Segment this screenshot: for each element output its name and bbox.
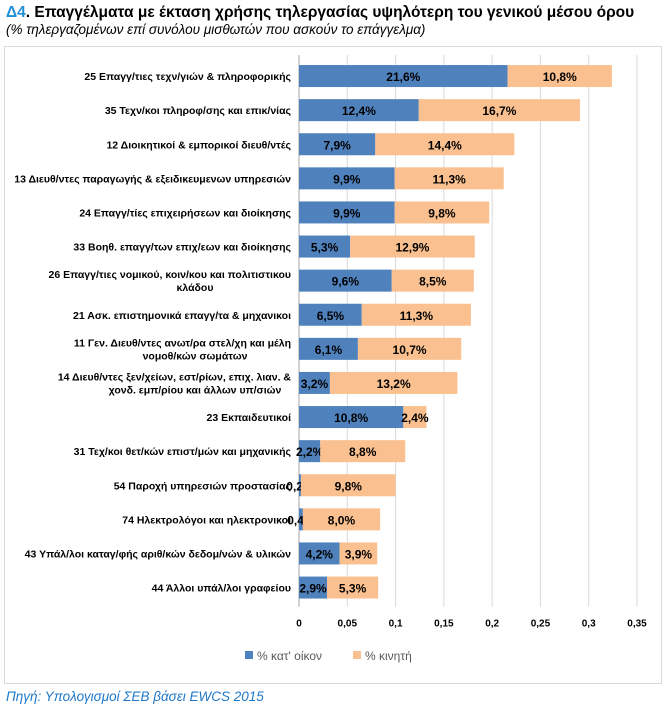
x-tick-label: 0,05 <box>338 619 358 630</box>
bar-segment <box>350 235 475 258</box>
category-label: 21 Ασκ. επιστημονικά επαγγ/τα & μηχανικο… <box>73 310 291 322</box>
bar-segment <box>394 201 490 224</box>
legend-swatch <box>353 651 361 659</box>
x-tick-label: 0,25 <box>531 619 551 630</box>
x-tick-label: 0,2 <box>485 619 499 630</box>
bar-segment <box>299 337 358 360</box>
bar-segment <box>299 303 362 326</box>
bar-segment <box>299 576 328 599</box>
data-label: 7,9% <box>323 138 351 152</box>
category-label: 26 Επαγγ/τιες νομικού, κοιν/κου και πολι… <box>49 269 292 294</box>
bar-segment <box>299 474 301 497</box>
legend-swatch <box>245 651 253 659</box>
legend-label: % κατ' οίκον <box>257 649 322 663</box>
data-label: 8,0% <box>328 513 356 527</box>
data-label: 2,4% <box>401 411 429 425</box>
data-label: 12,4% <box>342 104 376 118</box>
category-label: 44 Άλλοι υπάλ/λοι γραφείου <box>152 583 291 595</box>
bar-chart: 0 0,05 0,1 0,15 0,2 0,25 0,3 0,35 25 Επαγγ/τιες … <box>14 55 647 663</box>
bar-segment <box>418 99 581 122</box>
chart-subtitle: (% τηλεργαζομένων επί συνόλου μισθωτών π… <box>6 22 426 37</box>
category-label: 74 Ηλεκτρολόγοι και ηλεκτρονικοί <box>122 514 291 526</box>
category-label: 23 Εκπαιδευτικοί <box>207 412 292 424</box>
data-label: 16,7% <box>482 104 516 118</box>
data-label: 11,3% <box>400 309 434 323</box>
category-label: 31 Τεχ/κοι θετ/κών επιστ/μών και μηχανικ… <box>74 446 292 458</box>
data-label: 9,6% <box>332 275 360 289</box>
data-label: 8,8% <box>349 445 377 459</box>
data-label: 8,5% <box>419 275 447 289</box>
data-label: 9,9% <box>333 206 361 220</box>
bar-segment <box>299 99 419 122</box>
bar-segment <box>299 440 321 463</box>
category-label: 14 Διευθ/ντες ξεν/χείων, εστ/ρίων, επιχ.… <box>58 371 292 396</box>
x-tick-label: 0 <box>296 619 302 630</box>
x-tick-label: 0,35 <box>627 619 647 630</box>
bar-segment <box>329 371 458 394</box>
bar-segment <box>357 337 462 360</box>
bar-segment <box>299 371 330 394</box>
data-label: 2,2% <box>296 445 324 459</box>
category-label: 54 Παροχή υπηρεσιών προστασίας <box>114 480 292 492</box>
bar-segment <box>507 65 612 88</box>
bar-segment <box>391 269 474 292</box>
category-label: 11 Γεν. Διευθ/ντες ανωτ/ρα στελ/χη και μ… <box>74 337 291 362</box>
data-label: 3,2% <box>301 377 329 391</box>
title-text: . Επαγγέλματα με έκταση χρήσης τηλεργασί… <box>25 4 635 21</box>
bar-segment <box>339 542 378 565</box>
data-label: 3,9% <box>345 547 373 561</box>
category-label: 13 Διευθ/ντες παραγωγής & εξειδικευμενων… <box>14 173 291 185</box>
bar-segment <box>320 440 406 463</box>
bar-segment <box>299 167 395 190</box>
bar-segment <box>299 235 351 258</box>
x-tick-label: 0,3 <box>582 619 596 630</box>
category-label: 35 Τεχν/κοι πληροφ/σης και επικ/νίας <box>105 105 292 117</box>
bar-segment <box>299 201 395 224</box>
data-label: 6,1% <box>315 343 343 357</box>
bar-segment <box>394 167 504 190</box>
data-label: 9,9% <box>333 172 361 186</box>
data-label: 2,9% <box>299 582 327 596</box>
data-label: 13,2% <box>377 377 411 391</box>
bar-segment <box>299 65 508 88</box>
category-label: 24 Επαγγ/τίες επιχειρήσεων και διοίκησης <box>79 207 291 219</box>
data-label: 11,3% <box>432 172 466 186</box>
bar-segment <box>300 474 396 497</box>
data-label: 9,8% <box>428 206 456 220</box>
category-label: 25 Επαγγ/τιες τεχν/γιών & πληροφορικής <box>84 71 291 83</box>
data-label: 5,3% <box>339 582 367 596</box>
category-label: 33 Βοηθ. επαγγ/των επιχ/εων και διοίκηση… <box>73 242 291 254</box>
bar-segment <box>361 303 471 326</box>
bar-segment <box>299 406 404 429</box>
x-tick-label: 0,1 <box>389 619 403 630</box>
bar-segment <box>299 133 376 156</box>
category-label: 12 Διοικητικοί & εμπορικοί διευθ/ντές <box>106 139 291 151</box>
bar-segment <box>403 406 427 429</box>
title-number: Δ4 <box>6 4 26 21</box>
data-label: 14,4% <box>428 138 462 152</box>
data-label: 4,2% <box>306 547 334 561</box>
data-label: 9,8% <box>335 479 363 493</box>
bar-segment <box>299 508 303 531</box>
chart-title: Δ4. Επαγγέλματα με έκταση χρήσης τηλεργα… <box>6 4 634 22</box>
chart-area: 0 0,05 0,1 0,15 0,2 0,25 0,3 0,35 25 Επαγγ/τιες … <box>4 46 662 684</box>
bar-segment <box>327 576 379 599</box>
source-note: Πηγή: Υπολογισμοί ΣΕΒ βάσει EWCS 2015 <box>6 689 264 704</box>
data-label: 10,8% <box>543 70 577 84</box>
bar-segment <box>375 133 515 156</box>
x-tick-label: 0,15 <box>434 619 454 630</box>
data-label: 21,6% <box>386 70 420 84</box>
legend-label: % κινητή <box>365 649 412 663</box>
data-label: 10,7% <box>393 343 427 357</box>
bar-segment <box>299 542 340 565</box>
data-label: 10,8% <box>334 411 368 425</box>
category-label: 43 Υπάλ/λοι καταγ/φής αριθ/κών δεδομ/νών… <box>25 548 291 560</box>
data-label: 5,3% <box>311 241 339 255</box>
bar-segment <box>302 508 381 531</box>
data-label: 12,9% <box>395 241 429 255</box>
bar-segment <box>299 269 392 292</box>
data-label: 6,5% <box>317 309 345 323</box>
